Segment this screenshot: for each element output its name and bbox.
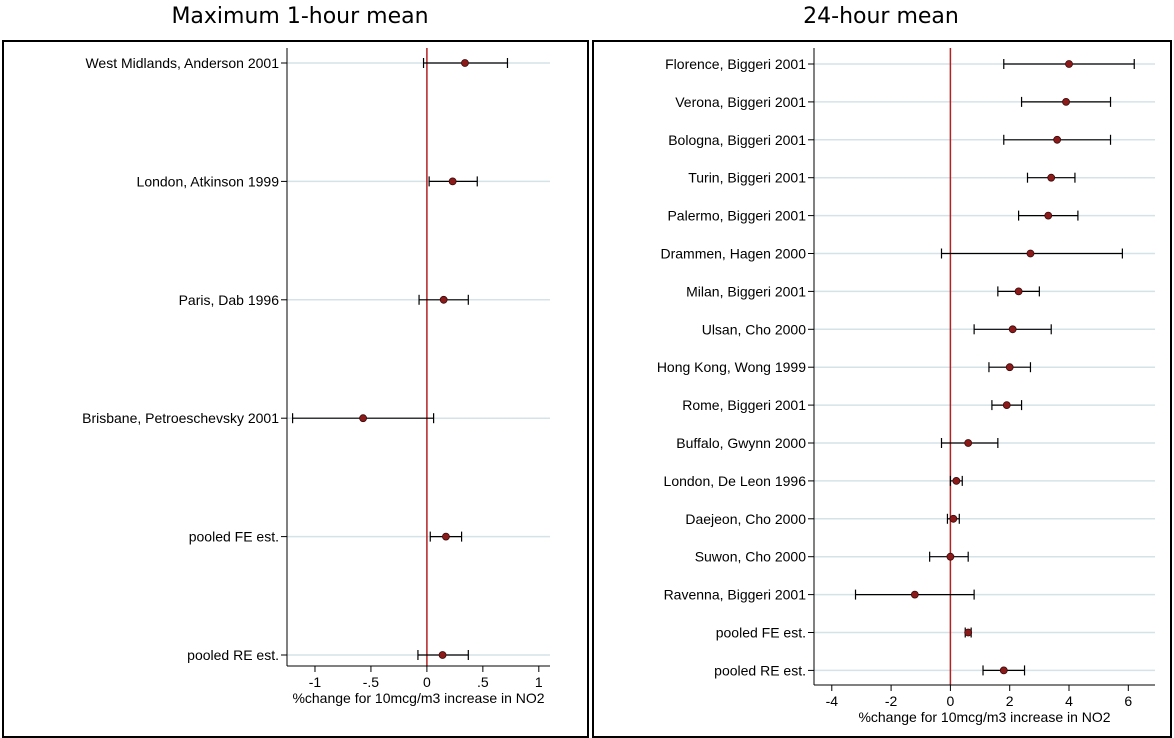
point-estimate xyxy=(949,514,958,523)
point-estimate xyxy=(461,59,469,67)
point-estimate xyxy=(999,666,1008,675)
study-label: pooled FE est. xyxy=(716,625,806,641)
point-estimate xyxy=(1005,363,1014,372)
point-estimate xyxy=(1065,60,1073,68)
x-tick-label: 1 xyxy=(535,674,543,690)
x-tick-label: .5 xyxy=(477,674,489,690)
study-label: Florence, Biggeri 2001 xyxy=(665,56,806,72)
point-estimate xyxy=(1008,325,1017,334)
study-label: London, Atkinson 1999 xyxy=(137,173,280,189)
study-label: Verona, Biggeri 2001 xyxy=(675,94,806,110)
study-label: Milan, Biggeri 2001 xyxy=(686,283,806,299)
right-panel-title: 24-hour mean xyxy=(803,4,959,29)
study-label: Ulsan, Cho 2000 xyxy=(702,321,807,337)
study-label: Brisbane, Petroeschevsky 2001 xyxy=(82,410,279,426)
study-label: London, De Leon 1996 xyxy=(664,473,807,489)
study-label: Bologna, Biggeri 2001 xyxy=(668,132,806,148)
point-estimate xyxy=(1002,401,1011,410)
study-label: Buffalo, Gwynn 2000 xyxy=(676,435,806,451)
study-label: Rome, Biggeri 2001 xyxy=(682,397,806,413)
study-label: Ravenna, Biggeri 2001 xyxy=(664,587,807,603)
study-label: Turin, Biggeri 2001 xyxy=(688,170,806,186)
point-estimate xyxy=(442,532,450,541)
x-tick-label: 6 xyxy=(1124,693,1132,709)
x-axis-label: %change for 10mcg/m3 increase in NO2 xyxy=(292,690,544,706)
point-estimate xyxy=(1053,135,1062,144)
point-estimate xyxy=(1026,249,1035,258)
x-tick-label: -.5 xyxy=(363,674,380,690)
x-tick-label: 0 xyxy=(947,693,955,709)
left-panel-frame xyxy=(2,40,589,738)
study-label: Hong Kong, Wong 1999 xyxy=(657,359,806,375)
left-panel-title: Maximum 1-hour mean xyxy=(171,4,429,29)
x-tick-label: 4 xyxy=(1065,693,1073,709)
x-tick-label: -2 xyxy=(885,693,898,709)
study-label: Paris, Dab 1996 xyxy=(179,292,280,308)
point-estimate xyxy=(952,476,961,485)
point-estimate xyxy=(448,177,457,186)
right-panel-frame xyxy=(592,40,1172,738)
point-estimate xyxy=(1044,211,1053,220)
study-label: pooled FE est. xyxy=(189,529,279,545)
x-axis-label: %change for 10mcg/m3 increase in NO2 xyxy=(858,709,1110,725)
study-label: Palermo, Biggeri 2001 xyxy=(667,208,806,224)
point-estimate xyxy=(1062,98,1070,106)
study-label: Suwon, Cho 2000 xyxy=(695,549,807,565)
point-estimate xyxy=(946,552,955,561)
point-estimate xyxy=(1047,173,1056,182)
point-estimate xyxy=(359,414,368,423)
study-label: Drammen, Hagen 2000 xyxy=(660,246,806,262)
study-label: Daejeon, Cho 2000 xyxy=(685,511,806,527)
point-estimate xyxy=(964,439,973,447)
study-label: pooled RE est. xyxy=(714,662,806,678)
point-estimate xyxy=(438,651,447,659)
study-label: pooled RE est. xyxy=(187,647,279,663)
point-estimate xyxy=(439,295,448,304)
study-label: West Midlands, Anderson 2001 xyxy=(85,55,279,71)
x-tick-label: 2 xyxy=(1006,693,1014,709)
point-estimate xyxy=(1014,287,1023,296)
x-tick-label: -1 xyxy=(309,674,322,690)
point-estimate xyxy=(964,628,973,637)
point-estimate xyxy=(910,590,919,599)
x-tick-label: 0 xyxy=(423,674,431,690)
x-tick-label: -4 xyxy=(826,693,839,709)
